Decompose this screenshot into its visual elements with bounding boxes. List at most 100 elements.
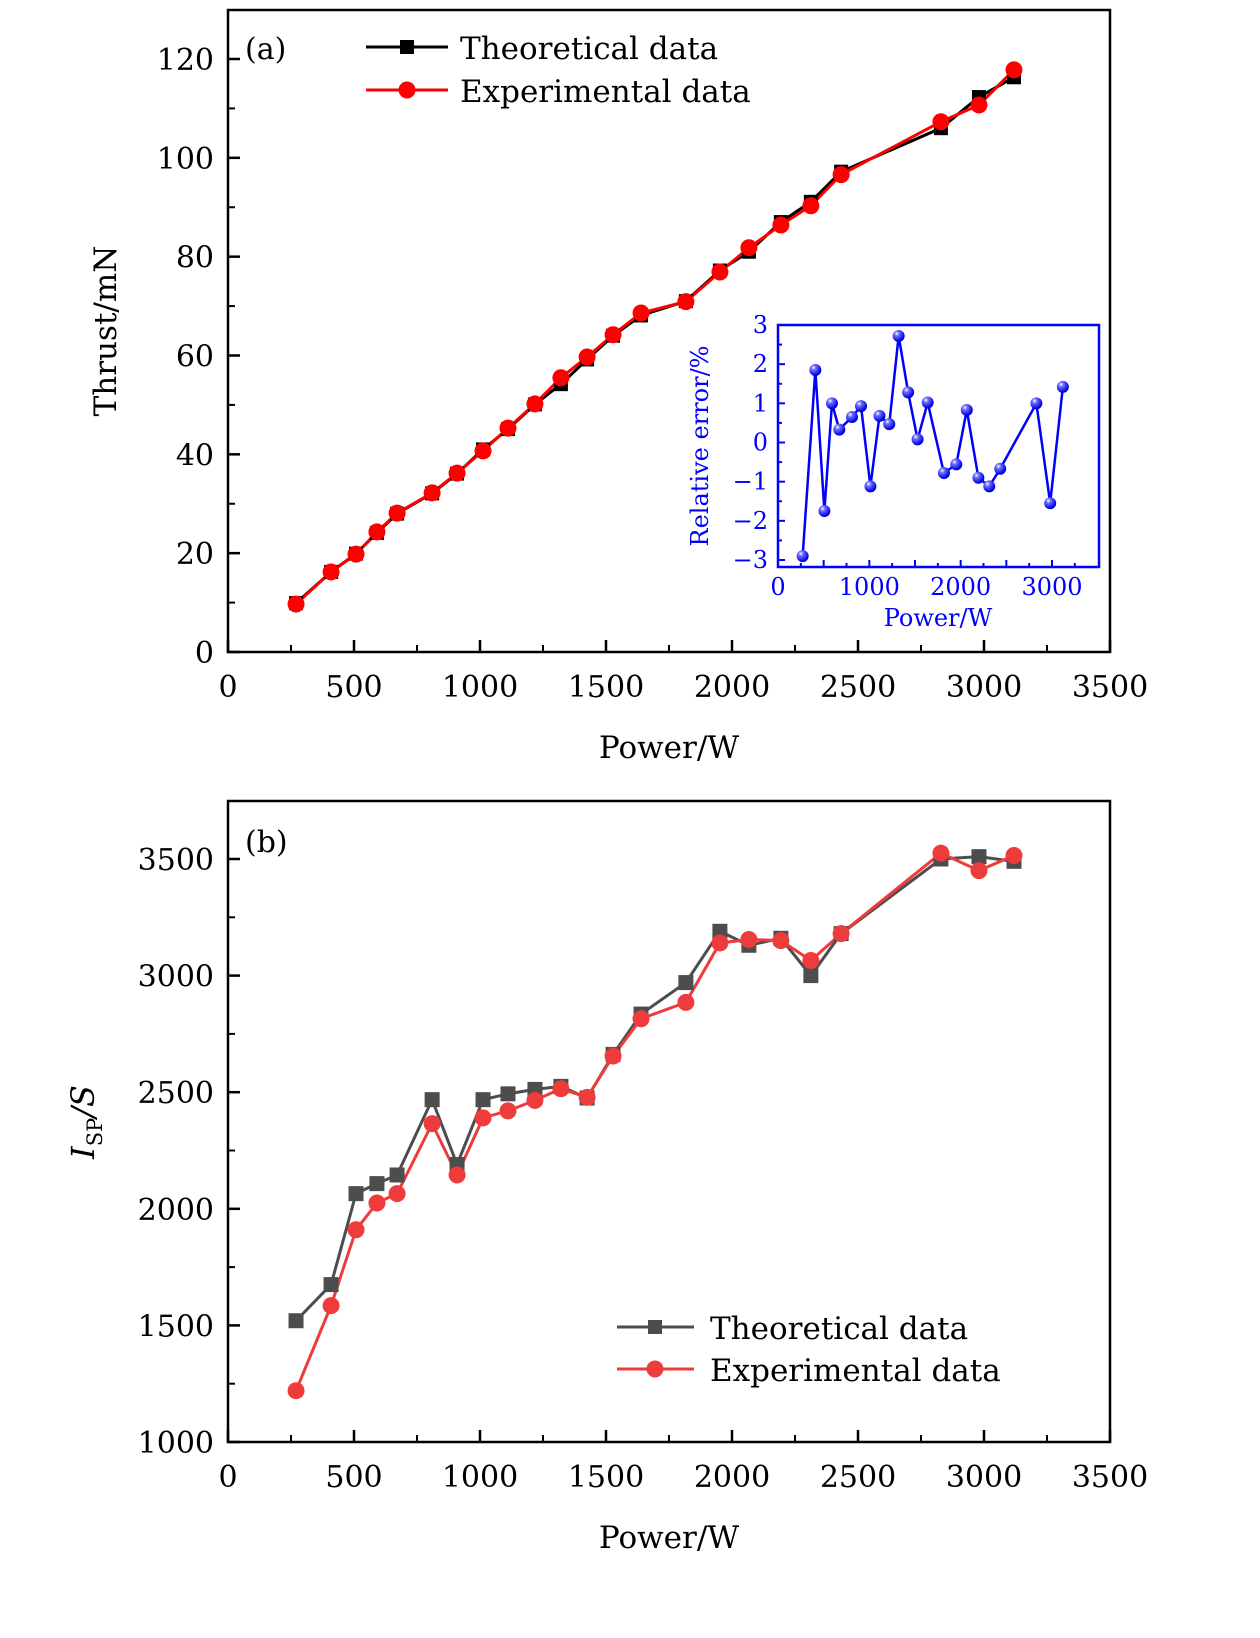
legend-marker-square-a bbox=[400, 40, 414, 54]
data-point-experimental-a bbox=[474, 442, 492, 460]
data-point-experimental-a bbox=[423, 484, 441, 502]
data-point-experimental-b bbox=[423, 1115, 441, 1133]
data-point-experimental-a bbox=[1005, 61, 1023, 79]
data-point-theoretical-b bbox=[803, 968, 819, 984]
data-point-experimental-b bbox=[552, 1080, 570, 1098]
inset-data-point bbox=[950, 458, 963, 471]
x-tick-label-a: 3000 bbox=[946, 670, 1022, 705]
data-point-experimental-b bbox=[740, 930, 758, 948]
data-point-experimental-a bbox=[970, 96, 988, 114]
data-point-experimental-b bbox=[711, 934, 729, 952]
data-point-experimental-b bbox=[526, 1091, 544, 1109]
y-tick-label-a: 80 bbox=[176, 241, 214, 276]
data-point-experimental-a bbox=[578, 348, 596, 366]
data-point-experimental-b bbox=[287, 1382, 305, 1400]
inset-x-tick-label: 2000 bbox=[930, 573, 991, 601]
inset-y-tick-label: 2 bbox=[753, 350, 768, 378]
inset-data-point bbox=[994, 462, 1007, 475]
inset-x-axis-label: Power/W bbox=[884, 604, 993, 632]
data-point-experimental-b bbox=[499, 1102, 517, 1120]
x-tick-label-a: 3500 bbox=[1072, 670, 1148, 705]
inset-data-point bbox=[983, 480, 996, 493]
series-group-b bbox=[287, 844, 1023, 1400]
data-point-experimental-b bbox=[448, 1166, 466, 1184]
inset-data-point bbox=[960, 403, 973, 416]
legend-item-theoretical-b: Theoretical data bbox=[617, 1311, 968, 1347]
inset-x-tick-label: 0 bbox=[770, 573, 785, 601]
data-point-experimental-b bbox=[388, 1185, 406, 1203]
x-tick-label-b: 3000 bbox=[946, 1460, 1022, 1495]
y-tick-label-b: 2500 bbox=[138, 1076, 214, 1111]
data-point-experimental-a bbox=[552, 369, 570, 387]
inset-data-point bbox=[1030, 397, 1043, 410]
x-tick-label-a: 1500 bbox=[568, 670, 644, 705]
y-tick-label-a: 20 bbox=[176, 537, 214, 572]
data-point-experimental-b bbox=[677, 993, 695, 1011]
x-axis-label-b: Power/W bbox=[599, 1520, 739, 1556]
y-axis-label-b-rest: /S bbox=[64, 1085, 102, 1121]
panel-label-a: (a) bbox=[245, 32, 286, 67]
x-tick-label-a: 2500 bbox=[820, 670, 896, 705]
data-point-experimental-a bbox=[287, 595, 305, 613]
series-group-a bbox=[287, 61, 1023, 613]
y-tick-label-a: 60 bbox=[176, 340, 214, 375]
inset-data-point bbox=[937, 467, 950, 480]
inset-y-tick-label: −1 bbox=[733, 468, 768, 496]
panel-label-b: (b) bbox=[245, 825, 288, 860]
y-axis-label-b-sub: SP bbox=[83, 1118, 107, 1147]
data-point-theoretical-b bbox=[323, 1277, 339, 1293]
inset-y-tick-label: 3 bbox=[753, 311, 768, 339]
x-tick-labels-b: 0 500 1000 1500 2000 2500 3000 3500 bbox=[218, 1460, 1148, 1495]
inset-y-tick-label: −3 bbox=[733, 546, 768, 574]
data-point-experimental-b bbox=[632, 1010, 650, 1028]
inset-data-point bbox=[818, 505, 831, 518]
data-point-experimental-b bbox=[970, 862, 988, 880]
plot-frame-b bbox=[226, 799, 1112, 1444]
y-tick-label-b: 1500 bbox=[138, 1309, 214, 1344]
inset-y-tick-label: −2 bbox=[733, 507, 768, 535]
inset-data-point bbox=[855, 400, 868, 413]
legend-label-theoretical-b: Theoretical data bbox=[710, 1311, 968, 1347]
legend-a: Theoretical data Experimental data bbox=[366, 31, 751, 110]
legend-item-experimental-a: Experimental data bbox=[366, 74, 751, 110]
data-point-experimental-b bbox=[368, 1194, 386, 1212]
data-point-experimental-a bbox=[802, 197, 820, 215]
x-tick-label-b: 1000 bbox=[442, 1460, 518, 1495]
data-point-theoretical-b bbox=[288, 1313, 304, 1329]
data-point-theoretical-b bbox=[424, 1092, 440, 1108]
y-tick-label-b: 3500 bbox=[138, 843, 214, 878]
y-tick-label-b: 3000 bbox=[138, 960, 214, 995]
axis-ticks-b bbox=[226, 857, 1112, 1444]
data-point-theoretical-b bbox=[678, 975, 694, 991]
x-axis-label-a: Power/W bbox=[599, 730, 739, 766]
data-point-experimental-a bbox=[604, 326, 622, 344]
inset-data-point bbox=[845, 411, 858, 424]
axis-ticks-a bbox=[226, 57, 1112, 654]
data-point-experimental-a bbox=[740, 239, 758, 257]
data-point-experimental-b bbox=[932, 844, 950, 862]
data-point-experimental-a bbox=[448, 464, 466, 482]
inset-x-tick-labels: 0 1000 2000 3000 bbox=[770, 573, 1082, 601]
legend-marker-circle-a bbox=[398, 81, 416, 99]
x-tick-label-b: 1500 bbox=[568, 1460, 644, 1495]
legend-b: Theoretical data Experimental data bbox=[617, 1311, 1001, 1389]
data-point-experimental-a bbox=[711, 263, 729, 281]
panel-a-thrust-chart: 0 500 1000 1500 2000 2500 3000 3500 02040608010… bbox=[88, 8, 1148, 766]
data-point-experimental-b bbox=[347, 1221, 365, 1239]
y-tick-label-a: 0 bbox=[195, 636, 214, 671]
data-point-experimental-a bbox=[499, 419, 517, 437]
inset-data-point bbox=[892, 329, 905, 342]
data-point-theoretical-b bbox=[971, 849, 987, 865]
data-point-experimental-b bbox=[772, 932, 790, 950]
data-point-experimental-a bbox=[347, 545, 365, 563]
x-tick-label-a: 0 bbox=[218, 670, 237, 705]
y-axis-label-a: Thrust/mN bbox=[88, 246, 124, 417]
inset-y-axis-label: Relative error/% bbox=[686, 346, 714, 547]
data-point-experimental-a bbox=[388, 504, 406, 522]
data-point-experimental-a bbox=[526, 395, 544, 413]
data-point-theoretical-b bbox=[369, 1176, 385, 1192]
inset-y-tick-label: 1 bbox=[753, 389, 768, 417]
data-point-theoretical-b bbox=[348, 1186, 364, 1202]
x-tick-label-b: 0 bbox=[218, 1460, 237, 1495]
